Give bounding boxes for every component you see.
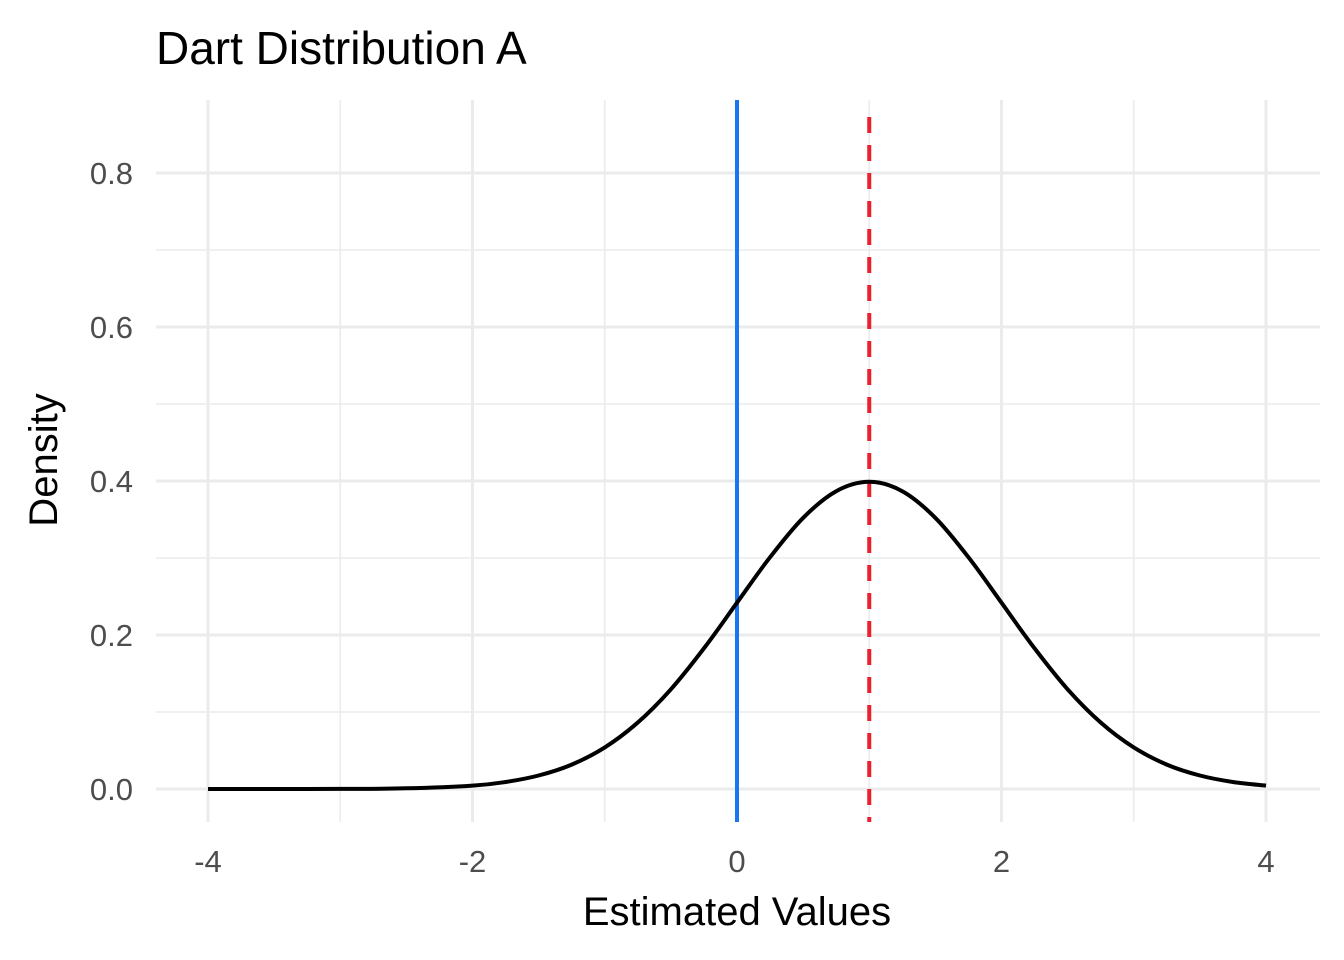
density-series [207, 479, 1267, 792]
x-tick-label: -2 [459, 844, 487, 879]
y-tick-label: 0.0 [90, 772, 133, 807]
reference-lines [735, 100, 872, 822]
density-curve [207, 479, 1267, 792]
x-tick-label: 0 [728, 844, 745, 879]
y-tick-label: 0.6 [90, 310, 133, 345]
y-axis-ticks: 0.0 0.2 0.4 0.6 0.8 [90, 156, 133, 807]
y-tick-label: 0.8 [90, 156, 133, 191]
x-tick-label: -4 [194, 844, 222, 879]
chart-title: Dart Distribution A [156, 22, 527, 74]
x-axis-ticks: -4 -2 0 2 4 [194, 844, 1274, 879]
x-tick-label: 2 [993, 844, 1010, 879]
x-axis-title: Estimated Values [583, 890, 891, 934]
y-tick-label: 0.2 [90, 618, 133, 653]
x-tick-label: 4 [1257, 844, 1274, 879]
y-axis-title: Density [22, 393, 66, 526]
y-tick-label: 0.4 [90, 464, 133, 499]
